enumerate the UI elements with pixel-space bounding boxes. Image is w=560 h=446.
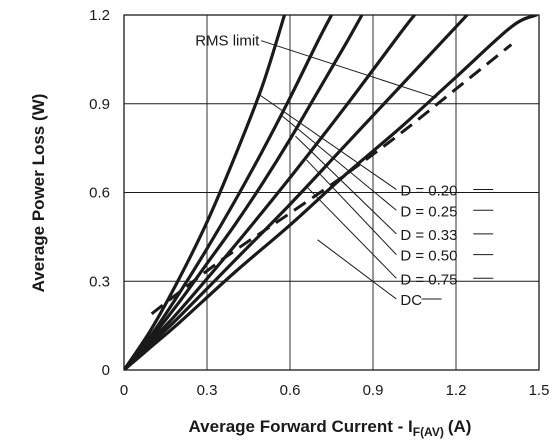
leader-line-dc xyxy=(317,239,397,300)
annotation-label-d-0-20: D = 0.20 xyxy=(400,183,457,200)
x-axis-label-subscript: F(AV) xyxy=(413,425,444,439)
x-tick-label-3: 0.9 xyxy=(363,382,384,399)
series-line-d-0-50 xyxy=(124,15,417,370)
y-tick-label-3: 0.9 xyxy=(89,96,110,113)
x-tick-label-2: 0.6 xyxy=(280,382,301,399)
x-tick-label-4: 1.2 xyxy=(446,382,467,399)
leader-line-d-0-75 xyxy=(306,186,397,279)
leader-line-d-0-25 xyxy=(281,115,397,211)
series-line-d-0-75 xyxy=(124,15,469,370)
y-tick-label-1: 0.3 xyxy=(89,273,110,290)
leader-line-rms-limit xyxy=(261,40,437,99)
y-tick-label-2: 0.6 xyxy=(89,185,110,202)
annotation-label-d-0-50: D = 0.50 xyxy=(400,248,457,265)
x-tick-label-1: 0.3 xyxy=(197,382,218,399)
y-tick-label-4: 1.2 xyxy=(89,7,110,24)
x-tick-label-5: 1.5 xyxy=(529,382,550,399)
annotation-label-d-0-75: D = 0.75 xyxy=(400,271,457,288)
x-axis-label: Average Forward Current - IF(AV) (A) xyxy=(189,417,472,439)
leader-line-d-0-20 xyxy=(259,94,397,190)
annotation-label-rms-limit: RMS limit xyxy=(195,33,260,50)
x-axis-label-main: Average Forward Current - I xyxy=(189,417,413,436)
series-line-dc xyxy=(124,15,538,370)
annotation-label-d-0-33: D = 0.33 xyxy=(400,227,457,244)
x-tick-labels: 0 0.3 0.6 0.9 1.2 1.5 xyxy=(120,382,550,399)
x-tick-label-0: 0 xyxy=(120,382,128,399)
y-tick-labels: 0 0.3 0.6 0.9 1.2 xyxy=(89,7,110,379)
x-axis-label-unit: (A) xyxy=(448,417,472,436)
y-axis-label: Average Power Loss (W) xyxy=(29,94,48,293)
plot-frame xyxy=(123,14,540,371)
series-line-rms-limit xyxy=(150,43,513,315)
leader-line-d-0-33 xyxy=(295,135,397,235)
series-line-d-0-20 xyxy=(124,15,287,370)
series-lines xyxy=(124,15,538,370)
series-line-d-0-25 xyxy=(124,15,334,370)
series-line-d-0-33 xyxy=(124,15,364,370)
y-tick-label-0: 0 xyxy=(102,362,110,379)
annotation-label-dc: DC xyxy=(400,292,422,309)
leader-line-d-0-50 xyxy=(306,159,397,255)
annotation-label-d-0-25: D = 0.25 xyxy=(400,203,457,220)
annotations: RMS limit D = 0.20 D = 0.25 D = 0.33 D = 0.5… xyxy=(195,33,494,309)
